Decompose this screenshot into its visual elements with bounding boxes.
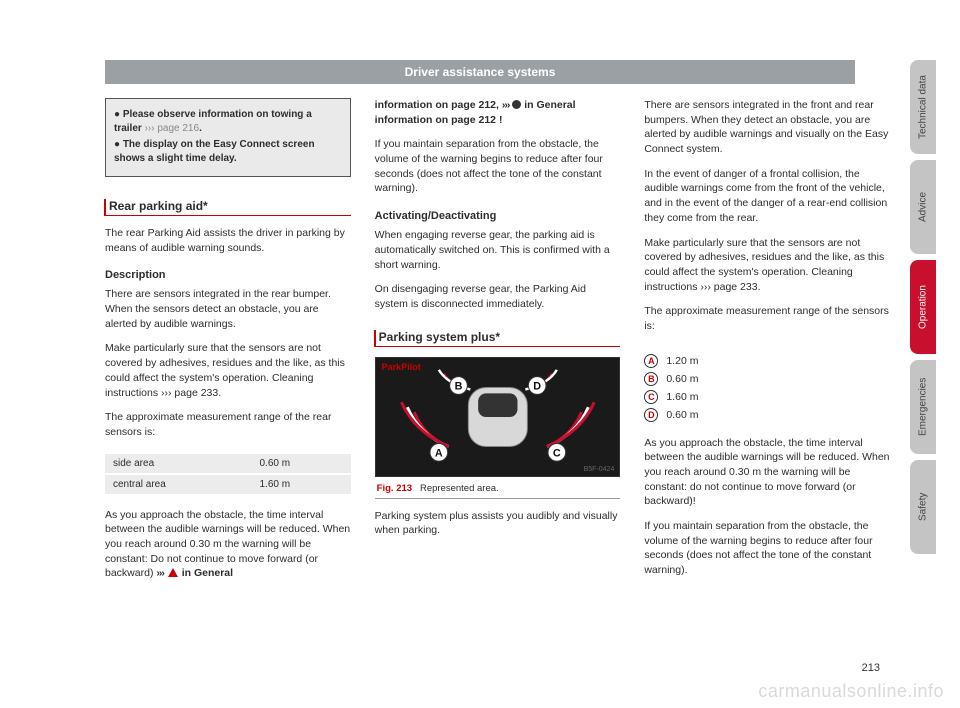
section-parking-system-plus: Parking system plus* (375, 330, 621, 347)
tab-operation[interactable]: Operation (910, 260, 936, 354)
label-badge: C (644, 390, 658, 404)
svg-text:A: A (435, 447, 443, 459)
column-1: ● Please observe information on towing a… (105, 98, 351, 591)
label-badge: D (644, 408, 658, 422)
table-cell: 1.60 m (252, 474, 351, 495)
ref-arrows: ››› (502, 99, 510, 111)
paragraph-bold: in General (182, 567, 233, 579)
figure-parkpilot: ParkPilot (375, 357, 621, 477)
page: Driver assistance systems ● Please obser… (0, 0, 960, 708)
page-title-bar: Driver assistance systems (105, 60, 855, 84)
note-line-2: ● The display on the Easy Connect screen… (114, 138, 342, 165)
subhead-description: Description (105, 269, 351, 281)
watermark: carmanualsonline.info (758, 681, 944, 702)
paragraph: Make particularly sure that the sensors … (644, 236, 890, 295)
figure-number: Fig. 213 (377, 483, 412, 494)
paragraph: As you approach the obstacle, the time i… (105, 508, 351, 581)
table-cell: side area (105, 454, 252, 474)
paragraph: If you maintain separation from the obst… (375, 137, 621, 196)
column-3: There are sensors integrated in the fron… (644, 98, 890, 591)
paragraph-bold: information on page 212, (375, 99, 502, 111)
svg-text:C: C (553, 447, 561, 459)
page-title: Driver assistance systems (405, 65, 556, 79)
label-value: 0.60 m (666, 373, 698, 385)
tab-emergencies[interactable]: Emergencies (910, 360, 936, 454)
figure-code: B5F-0424 (584, 466, 615, 473)
content-columns: ● Please observe information on towing a… (0, 98, 890, 591)
figure-header: ParkPilot (382, 362, 421, 372)
svg-text:B: B (454, 380, 462, 392)
ref-arrows: ››› (156, 567, 164, 579)
section-title: Rear parking aid* (109, 199, 208, 213)
list-item: B 0.60 m (644, 372, 890, 386)
paragraph: The approximate measurement range of the… (105, 410, 351, 439)
paragraph: The approximate measurement range of the… (644, 304, 890, 333)
note-text-2: The display on the Easy Connect screen s… (114, 139, 315, 164)
paragraph: In the event of danger of a frontal coll… (644, 167, 890, 226)
paragraph: There are sensors integrated in the rear… (105, 287, 351, 331)
note-box: ● Please observe information on towing a… (105, 98, 351, 177)
range-table: side area 0.60 m central area 1.60 m (105, 454, 351, 496)
tab-safety[interactable]: Safety (910, 460, 936, 554)
section-rear-parking-aid: Rear parking aid* (105, 199, 351, 216)
measurement-list: A 1.20 m B 0.60 m C 1.60 m D 0.60 m (644, 350, 890, 426)
tab-technical-data[interactable]: Technical data (910, 60, 936, 154)
page-number: 213 (862, 662, 880, 674)
paragraph: As you approach the obstacle, the time i… (644, 436, 890, 509)
label-value: 1.20 m (666, 355, 698, 367)
note-ref-1: ››› page 216 (145, 123, 199, 134)
paragraph: Parking system plus assists you audibly … (375, 509, 621, 538)
label-value: 1.60 m (666, 391, 698, 403)
table-cell: central area (105, 474, 252, 495)
paragraph: If you maintain separation from the obst… (644, 519, 890, 578)
column-2: information on page 212, ››› in General … (375, 98, 621, 591)
list-item: D 0.60 m (644, 408, 890, 422)
paragraph: Make particularly sure that the sensors … (105, 341, 351, 400)
label-badge: B (644, 372, 658, 386)
warning-icon (168, 568, 178, 577)
side-tabs: Technical data Advice Operation Emergenc… (910, 60, 936, 560)
figure-caption-text: Represented area. (420, 483, 499, 494)
paragraph-text: Make particularly sure that the sensors … (105, 342, 345, 398)
label-badge: A (644, 354, 658, 368)
list-item: A 1.20 m (644, 354, 890, 368)
tab-advice[interactable]: Advice (910, 160, 936, 254)
info-icon (512, 100, 521, 109)
table-row: central area 1.60 m (105, 474, 351, 495)
section-title: Parking system plus* (379, 330, 500, 344)
label-value: 0.60 m (666, 409, 698, 421)
paragraph: There are sensors integrated in the fron… (644, 98, 890, 157)
svg-text:D: D (533, 380, 541, 392)
paragraph: When engaging reverse gear, the parking … (375, 228, 621, 272)
figure-svg: A B C D (376, 358, 620, 476)
paragraph: information on page 212, ››› in General … (375, 98, 621, 127)
list-item: C 1.60 m (644, 390, 890, 404)
note-line-1: ● Please observe information on towing a… (114, 108, 342, 135)
figure-caption: Fig. 213 Represented area. (375, 479, 621, 499)
subhead-activating: Activating/Deactivating (375, 210, 621, 222)
table-row: side area 0.60 m (105, 454, 351, 474)
table-cell: 0.60 m (252, 454, 351, 474)
paragraph: The rear Parking Aid assists the driver … (105, 226, 351, 255)
paragraph: On disengaging reverse gear, the Parking… (375, 282, 621, 311)
